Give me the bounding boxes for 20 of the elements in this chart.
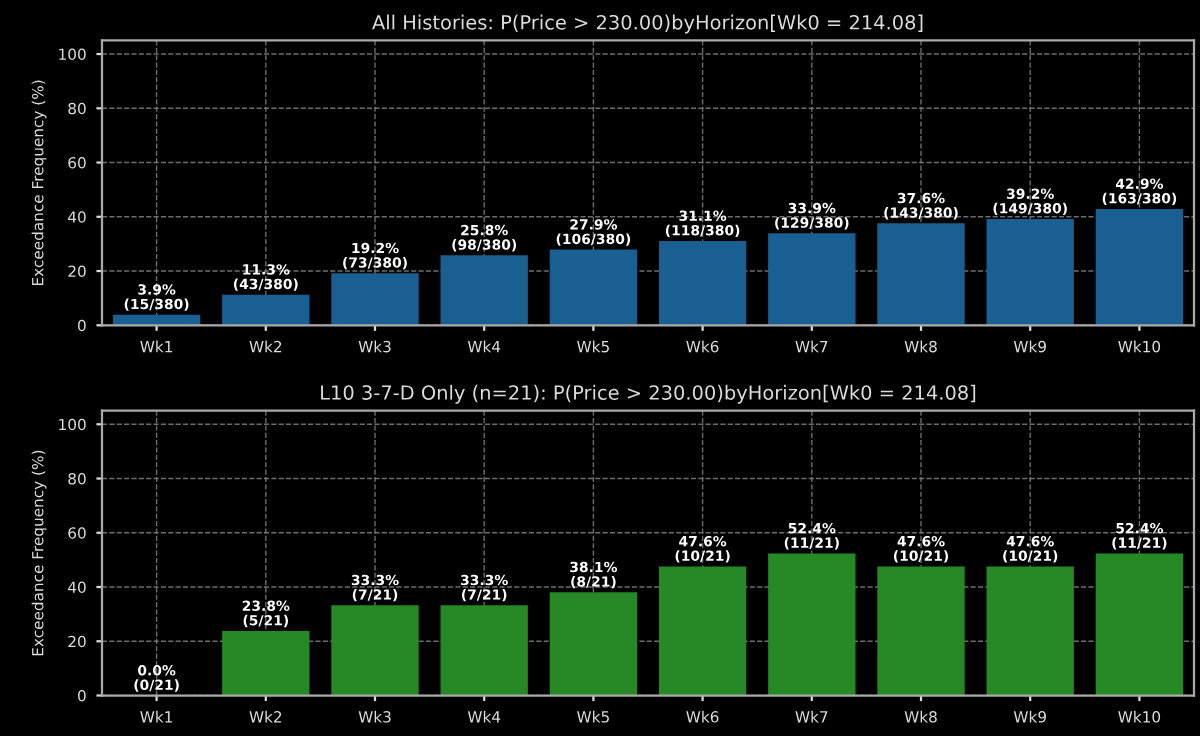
bar (877, 223, 965, 326)
bar (222, 294, 310, 326)
bar (658, 566, 747, 696)
bar (549, 249, 638, 326)
bar (222, 630, 310, 696)
bar (1095, 553, 1184, 696)
bar (768, 553, 856, 696)
bar (331, 605, 419, 696)
bar (331, 273, 419, 326)
bar (549, 592, 638, 696)
bar (658, 240, 747, 326)
bar (1095, 208, 1184, 326)
bar (986, 218, 1074, 326)
bar (768, 233, 856, 326)
bar (440, 255, 528, 326)
bar (986, 566, 1074, 696)
bar (440, 605, 528, 696)
chart-title: All Histories: P(Price > 230.00)byHorizon[Wk0 = 214.08] (372, 14, 923, 34)
chart-title: L10 3-7-D Only (n=21): P(Price > 230.00)byHorizon[Wk0 = 214.08] (321, 384, 976, 404)
bar (877, 566, 965, 696)
